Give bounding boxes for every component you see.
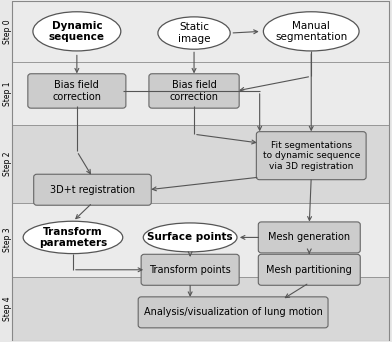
FancyBboxPatch shape — [141, 254, 239, 285]
FancyBboxPatch shape — [13, 203, 389, 277]
Text: Step 1: Step 1 — [3, 81, 12, 106]
Text: Transform
parameters: Transform parameters — [39, 227, 107, 248]
Text: Manual
segmentation: Manual segmentation — [275, 21, 347, 42]
Text: Step 4: Step 4 — [3, 297, 12, 321]
FancyBboxPatch shape — [28, 74, 126, 108]
Ellipse shape — [23, 221, 123, 254]
Text: Surface points: Surface points — [147, 233, 233, 242]
FancyBboxPatch shape — [13, 277, 389, 341]
Ellipse shape — [263, 12, 359, 51]
Text: Bias field
correction: Bias field correction — [170, 80, 219, 102]
FancyBboxPatch shape — [34, 174, 151, 205]
FancyBboxPatch shape — [258, 222, 360, 253]
Text: Mesh partitioning: Mesh partitioning — [267, 265, 352, 275]
FancyBboxPatch shape — [13, 1, 389, 62]
Text: Transform points: Transform points — [149, 265, 231, 275]
Text: Bias field
correction: Bias field correction — [53, 80, 102, 102]
FancyBboxPatch shape — [149, 74, 239, 108]
Text: Static
image: Static image — [178, 22, 210, 44]
FancyBboxPatch shape — [138, 297, 328, 328]
Text: 3D+t registration: 3D+t registration — [50, 185, 135, 195]
Text: Mesh generation: Mesh generation — [268, 233, 350, 242]
FancyBboxPatch shape — [256, 132, 366, 180]
Text: Dynamic
sequence: Dynamic sequence — [49, 21, 105, 42]
Text: Step 0: Step 0 — [3, 19, 12, 44]
Text: Step 2: Step 2 — [3, 152, 12, 176]
FancyBboxPatch shape — [13, 125, 389, 203]
FancyBboxPatch shape — [13, 62, 389, 125]
Ellipse shape — [158, 17, 230, 49]
Text: Step 3: Step 3 — [3, 228, 12, 252]
Ellipse shape — [143, 223, 237, 252]
FancyBboxPatch shape — [258, 254, 360, 285]
Text: Fit segmentations
to dynamic sequence
via 3D registration: Fit segmentations to dynamic sequence vi… — [263, 141, 360, 171]
Text: Analysis/visualization of lung motion: Analysis/visualization of lung motion — [144, 307, 323, 317]
Ellipse shape — [33, 12, 121, 51]
